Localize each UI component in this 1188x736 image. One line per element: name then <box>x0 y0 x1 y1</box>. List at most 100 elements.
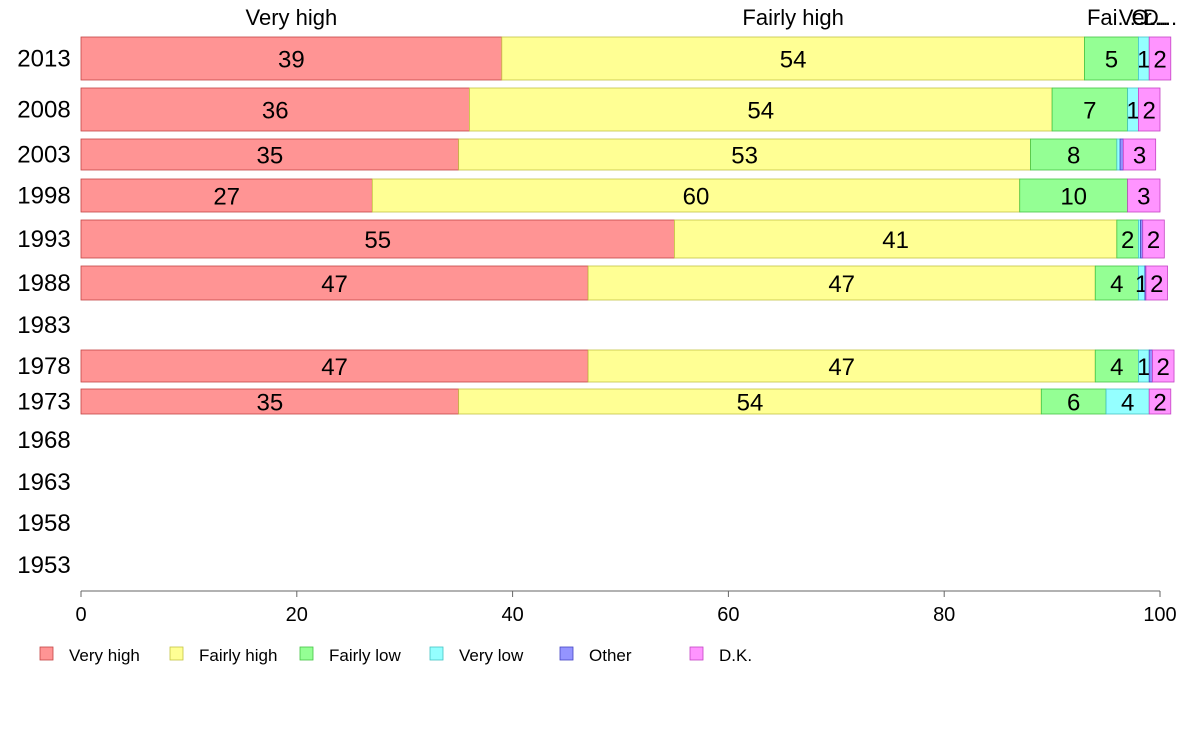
bar-value-label: 53 <box>731 143 758 170</box>
legend-label-fairly-low: Fairly low <box>329 646 402 665</box>
year-label-1973: 1973 <box>17 389 70 416</box>
bar-segment-2008-fairly-high <box>469 87 1053 132</box>
top-labels: Very high Fairly high Fai...Ver...O...D... <box>246 5 1178 30</box>
bar-value-label: 2 <box>1153 390 1166 417</box>
year-label-2013: 2013 <box>17 46 70 73</box>
bar-value-label: 2 <box>1143 98 1156 125</box>
legend-swatch-fairly-high <box>169 646 184 661</box>
bar-value-label: 1 <box>1137 47 1150 74</box>
year-label-1968: 1968 <box>17 427 70 454</box>
year-label-2003: 2003 <box>17 142 70 169</box>
bar-segment-2003-d-k- <box>1122 138 1157 171</box>
bar-segment-1988-d-k- <box>1145 265 1168 301</box>
year-label-1958: 1958 <box>17 510 70 537</box>
bar-value-label: 4 <box>1110 354 1123 381</box>
bar-segment-1973-d-k- <box>1148 388 1172 415</box>
bar-segment-1988-fairly-high <box>587 265 1096 301</box>
bar-segment-1993-d-k- <box>1142 219 1165 259</box>
bar-segment-2003-fairly-high <box>458 138 1031 171</box>
bar-value-label: 5 <box>1105 47 1118 74</box>
bar-segment-2003-very-low <box>1116 138 1121 171</box>
year-label-1953: 1953 <box>17 552 70 579</box>
bar-value-label: 47 <box>321 271 348 298</box>
legend-swatch-other <box>559 646 574 661</box>
x-tick-label-20: 20 <box>286 604 308 626</box>
x-axis: 0 20 40 60 80 100 <box>75 590 1177 626</box>
bar-segment-1978-d-k- <box>1152 349 1175 383</box>
legend-label-other: Other <box>589 646 632 665</box>
bar-value-label: 55 <box>364 227 391 254</box>
bar-segment-2008-very-high <box>80 87 470 132</box>
bar-value-label: 8 <box>1067 143 1080 170</box>
bar-segment-2013-fairly-high <box>501 36 1085 81</box>
bar-value-label: 7 <box>1083 98 1096 125</box>
bar-value-label: 36 <box>262 98 289 125</box>
legend-label-very-low: Very low <box>459 646 524 665</box>
bar-value-label: 54 <box>747 98 774 125</box>
top-label-other: O... <box>1131 5 1166 30</box>
bar-value-label: 4 <box>1121 390 1134 417</box>
bar-segment-1993-fairly-high <box>674 219 1118 259</box>
bar-value-label: 47 <box>321 354 348 381</box>
bar-value-label: 4 <box>1110 271 1123 298</box>
legend-label-very-high: Very high <box>69 646 140 665</box>
bar-segment-1978-fairly-low <box>1094 349 1139 383</box>
x-tick-label-40: 40 <box>501 604 523 626</box>
year-label-1963: 1963 <box>17 469 70 496</box>
x-tick-label-0: 0 <box>75 604 86 626</box>
year-label-1983: 1983 <box>17 312 70 339</box>
year-label-1993: 1993 <box>17 226 70 253</box>
bar-value-label: 1 <box>1137 354 1150 381</box>
bars: 39 54 5 1 236 54 7 1 235 53 8 327 60 10 355 41 2 247 47 4 1 2… <box>80 36 1175 417</box>
year-label-1978: 1978 <box>17 353 70 380</box>
bar-value-label: 2 <box>1153 47 1166 74</box>
x-tick-label-80: 80 <box>933 604 955 626</box>
top-label-fairly-high: Fairly high <box>742 5 843 30</box>
legend-swatch-fairly-low <box>299 646 314 661</box>
legend: Very high Fairly high Fairly low Very low Ot… <box>39 646 752 665</box>
legend-swatch-very-low <box>429 646 444 661</box>
bar-segment-1973-very-low <box>1105 388 1150 415</box>
bar-segment-2013-fairly-low <box>1084 36 1139 81</box>
top-label-d-k-: D... <box>1143 5 1177 30</box>
bar-value-label: 6 <box>1067 390 1080 417</box>
top-label-very-low: Ver... <box>1119 5 1169 30</box>
bar-value-label: 47 <box>828 354 855 381</box>
bar-value-label: 3 <box>1133 143 1146 170</box>
bar-segment-2013-d-k- <box>1148 36 1172 81</box>
bar-value-label: 35 <box>256 143 283 170</box>
bar-segment-1998-fairly-low <box>1019 178 1129 213</box>
bar-segment-2008-d-k- <box>1138 87 1161 132</box>
bar-segment-2003-very-high <box>80 138 460 171</box>
bar-segment-2003-other <box>1119 138 1124 171</box>
bar-segment-1993-very-high <box>80 219 675 259</box>
legend-label-d-k-: D.K. <box>719 646 752 665</box>
bar-value-label: 27 <box>213 184 240 211</box>
bar-segment-1988-fairly-low <box>1094 265 1139 301</box>
bar-segment-1978-very-high <box>80 349 589 383</box>
year-labels: 2013 2008 2003 1998 1993 1988 1983 1978 1973 1968… <box>17 46 70 580</box>
top-label-fairly-low: Fai... <box>1087 5 1136 30</box>
x-tick-label-100: 100 <box>1143 604 1176 626</box>
bar-value-label: 47 <box>828 271 855 298</box>
legend-label-fairly-high: Fairly high <box>199 646 277 665</box>
bar-value-label: 41 <box>882 227 909 254</box>
year-label-1988: 1988 <box>17 270 70 297</box>
bar-segment-1973-very-high <box>80 388 460 415</box>
bar-value-label: 54 <box>780 47 807 74</box>
bar-segment-1978-fairly-high <box>587 349 1096 383</box>
bar-segment-1998-fairly-high <box>371 178 1021 213</box>
bar-value-label: 2 <box>1147 227 1160 254</box>
bar-segment-1998-very-high <box>80 178 373 213</box>
bar-value-label: 60 <box>683 184 710 211</box>
x-tick-label-60: 60 <box>717 604 739 626</box>
legend-swatch-d-k- <box>689 646 704 661</box>
bar-segment-1978-other <box>1148 349 1153 383</box>
legend-swatch-very-high <box>39 646 54 661</box>
year-label-2008: 2008 <box>17 97 70 124</box>
top-label-very-high: Very high <box>246 5 338 30</box>
bar-value-label: 35 <box>256 390 283 417</box>
bar-value-label: 1 <box>1126 98 1139 125</box>
bar-segment-1998-d-k- <box>1127 178 1161 213</box>
